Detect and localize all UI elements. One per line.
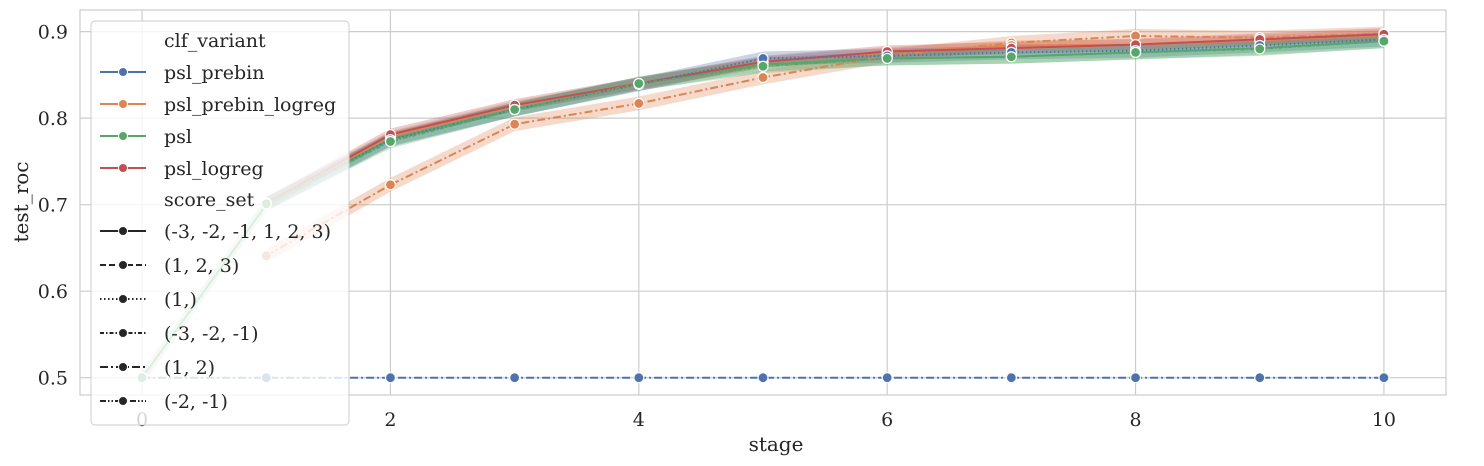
confidence-band (266, 34, 1384, 211)
data-point (509, 372, 521, 384)
data-point (757, 60, 769, 72)
series-line (265, 32, 1384, 257)
y-tick-label: 0.7 (38, 195, 68, 217)
data-point (757, 372, 769, 384)
legend-hue-marker (118, 67, 128, 77)
legend-hue-title: clf_variant (164, 30, 266, 52)
data-point (384, 135, 397, 148)
x-tick-label: 6 (881, 409, 893, 431)
legend-style-label: (1, 2, 3) (164, 255, 239, 277)
legend-style-label: (1, 2) (164, 357, 215, 379)
legend-style-label: (-3, -2, -1, 1, 2, 3) (164, 221, 331, 243)
legend-style-marker (118, 226, 128, 236)
y-axis-label: test_roc (9, 162, 33, 243)
legend-hue-label: psl (164, 126, 192, 148)
x-tick-label: 8 (1129, 409, 1141, 431)
y-tick-labels: 0.5 0.6 0.7 0.8 0.9 (38, 22, 68, 390)
data-point (881, 372, 893, 384)
legend-style-marker (118, 294, 128, 304)
x-tick-label: 4 (633, 409, 645, 431)
data-point (633, 77, 645, 90)
y-tick-label: 0.9 (38, 22, 68, 44)
legend-style-marker (118, 328, 128, 338)
legend-style-label: (1,) (164, 289, 197, 311)
data-point (1005, 51, 1017, 63)
legend-style-marker (118, 362, 128, 372)
legend-hue-label: psl_prebin_logreg (164, 94, 336, 116)
data-point (633, 372, 645, 384)
data-point (384, 179, 397, 191)
y-tick-label: 0.5 (38, 368, 68, 390)
data-point (1254, 372, 1266, 384)
legend-style-title: score_set (164, 189, 255, 211)
legend-frame (90, 20, 350, 426)
data-point (1378, 372, 1390, 384)
x-tick-label: 10 (1372, 409, 1396, 431)
y-tick-label: 0.8 (38, 108, 68, 130)
data-point (1129, 46, 1142, 58)
legend-hue-label: psl_prebin (164, 62, 264, 84)
plot-frame (79, 9, 1447, 396)
data-point (757, 71, 769, 84)
data-point (1129, 372, 1142, 384)
x-tick-labels: 0246810 (136, 409, 1396, 431)
legend-hue-marker (118, 131, 128, 141)
y-tick-label: 0.6 (38, 281, 68, 303)
x-axis-label: stage (749, 432, 804, 456)
data-point (509, 103, 521, 116)
series-line (265, 33, 1384, 204)
series-line (265, 40, 1384, 205)
legend-style-marker (118, 260, 128, 270)
data-point (384, 372, 397, 384)
legend-style-label: (-2, -1) (164, 391, 228, 413)
data-point (509, 118, 521, 130)
legend-style-marker (118, 396, 128, 406)
x-tick-label: 2 (384, 409, 396, 431)
data-point (1005, 372, 1017, 384)
data-point (881, 52, 893, 65)
legend-style-label: (-3, -2, -1) (164, 323, 259, 345)
legend-style-entries: (-3, -2, -1, 1, 2, 3) (1, 2, 3) (1,) (-3, -… (100, 221, 331, 413)
legend-hue-label: psl_logreg (164, 158, 264, 180)
data-point (633, 97, 645, 110)
confidence-band (266, 32, 1384, 211)
legend: clf_variant psl_prebinpsl_prebin_logregp… (90, 20, 350, 426)
data-point (1254, 43, 1266, 55)
legend-hue-marker (118, 99, 128, 109)
data-point (1378, 35, 1390, 47)
legend-hue-marker (118, 163, 128, 173)
